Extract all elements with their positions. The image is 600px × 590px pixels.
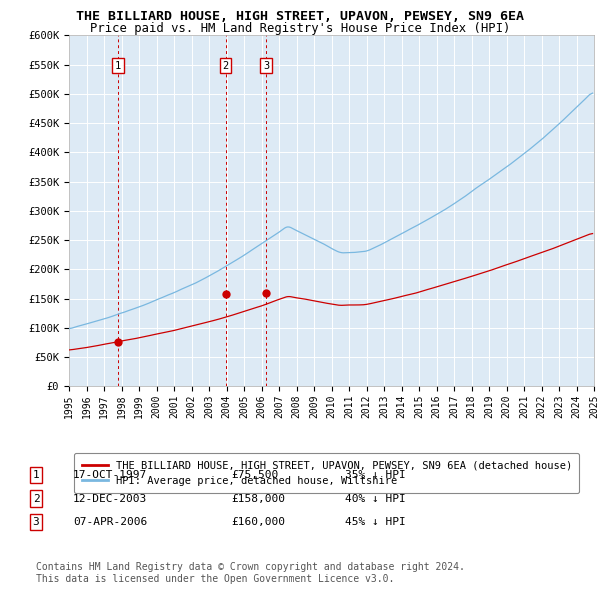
Text: 1: 1 — [32, 470, 40, 480]
Text: £75,500: £75,500 — [231, 470, 278, 480]
Legend: THE BILLIARD HOUSE, HIGH STREET, UPAVON, PEWSEY, SN9 6EA (detached house), HPI: : THE BILLIARD HOUSE, HIGH STREET, UPAVON,… — [74, 453, 580, 493]
Text: Price paid vs. HM Land Registry's House Price Index (HPI): Price paid vs. HM Land Registry's House … — [90, 22, 510, 35]
Text: 3: 3 — [263, 61, 269, 71]
Text: 40% ↓ HPI: 40% ↓ HPI — [345, 494, 406, 503]
Text: 17-OCT-1997: 17-OCT-1997 — [73, 470, 148, 480]
Text: THE BILLIARD HOUSE, HIGH STREET, UPAVON, PEWSEY, SN9 6EA: THE BILLIARD HOUSE, HIGH STREET, UPAVON,… — [76, 10, 524, 23]
Text: 1: 1 — [115, 61, 121, 71]
Text: £158,000: £158,000 — [231, 494, 285, 503]
Text: 07-APR-2006: 07-APR-2006 — [73, 517, 148, 527]
Text: 2: 2 — [32, 494, 40, 503]
Text: 45% ↓ HPI: 45% ↓ HPI — [345, 517, 406, 527]
Text: 2: 2 — [223, 61, 229, 71]
Text: £160,000: £160,000 — [231, 517, 285, 527]
Text: 3: 3 — [32, 517, 40, 527]
Text: Contains HM Land Registry data © Crown copyright and database right 2024.
This d: Contains HM Land Registry data © Crown c… — [36, 562, 465, 584]
Text: 35% ↓ HPI: 35% ↓ HPI — [345, 470, 406, 480]
Text: 12-DEC-2003: 12-DEC-2003 — [73, 494, 148, 503]
